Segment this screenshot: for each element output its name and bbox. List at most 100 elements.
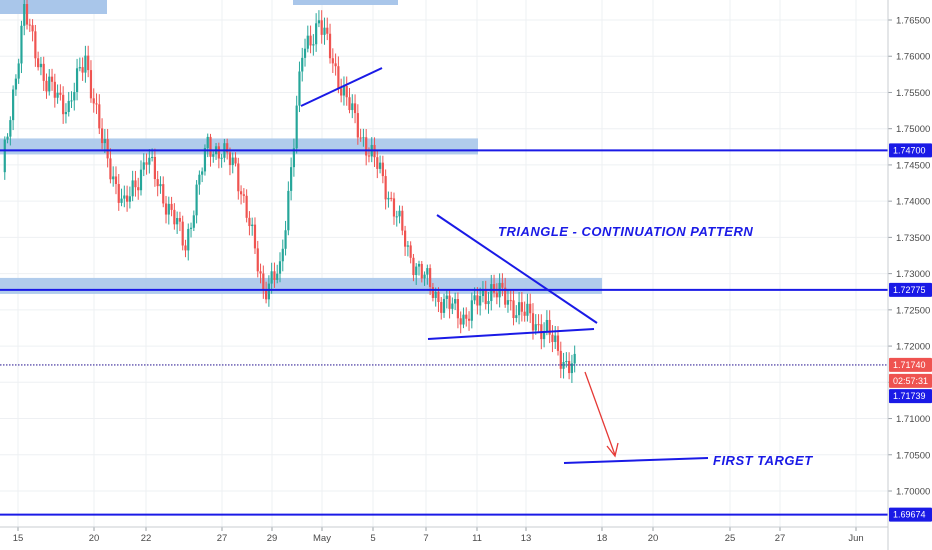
candle	[270, 262, 273, 294]
candle	[562, 352, 565, 379]
candle-body	[384, 176, 387, 200]
candle	[100, 118, 104, 150]
candle-body	[209, 136, 212, 157]
candle-body	[334, 63, 337, 67]
candle	[203, 144, 207, 176]
candle	[251, 217, 254, 236]
candle-body	[448, 295, 451, 309]
candle	[573, 345, 576, 373]
candle-body	[226, 143, 229, 153]
candle-body	[328, 33, 332, 59]
candle	[234, 152, 237, 167]
candle	[534, 314, 537, 335]
candle-body	[137, 187, 140, 191]
y-tick-label: 1.76500	[896, 16, 930, 27]
candle	[476, 287, 479, 315]
time-axis[interactable]: 15 20 22 27 29 May 5 7 11 13 18 20 25 27 Jun	[0, 526, 888, 544]
candle	[126, 185, 129, 212]
candle	[570, 354, 573, 383]
candle	[167, 196, 170, 225]
candle	[195, 180, 198, 224]
candle-body	[287, 190, 290, 231]
candle-body	[192, 215, 195, 228]
candle	[25, 0, 29, 30]
price-axis[interactable]: 1.76500 1.76000 1.75500 1.75000 1.74500 1.740…	[887, 0, 930, 550]
candle	[359, 128, 362, 142]
target-line	[563, 457, 709, 464]
candle	[217, 142, 220, 169]
candle-body	[28, 24, 31, 26]
candle	[490, 274, 493, 311]
price-zone-top	[293, 0, 398, 5]
candle	[78, 57, 81, 72]
candle-body	[198, 174, 201, 185]
y-tick-label: 1.75500	[896, 88, 930, 99]
plot-area	[0, 0, 888, 527]
candle-body	[481, 289, 485, 297]
candle	[317, 10, 321, 28]
candle	[376, 149, 379, 179]
candle	[153, 148, 156, 187]
candle	[506, 290, 510, 313]
price-tag: 1.69674	[889, 507, 932, 522]
candle-body	[256, 248, 259, 272]
candle-body	[387, 197, 390, 200]
candle	[315, 13, 318, 52]
candle-body	[173, 209, 176, 225]
candle	[170, 196, 173, 217]
candle-body	[87, 55, 90, 71]
candle-body	[34, 31, 37, 59]
y-tick-label: 1.70000	[896, 487, 930, 498]
candle-body	[217, 146, 220, 159]
candle-body	[404, 230, 407, 247]
candle	[50, 68, 54, 91]
candle	[348, 87, 351, 114]
candle	[253, 217, 257, 254]
candle-body	[490, 284, 493, 302]
candle	[462, 307, 465, 329]
candle-body	[12, 89, 15, 121]
x-tick-label: 27	[217, 533, 228, 544]
candle	[62, 86, 65, 124]
candle	[139, 160, 143, 196]
candle-body	[201, 171, 204, 175]
candle	[198, 170, 201, 195]
candle	[184, 239, 187, 258]
candle	[292, 138, 295, 177]
trendline-small	[300, 67, 383, 107]
candle-body	[445, 295, 448, 299]
candle	[309, 25, 312, 54]
candle	[381, 155, 384, 184]
candle-body	[151, 156, 154, 158]
candle-body	[273, 271, 276, 280]
price-zone	[0, 138, 478, 155]
candle-body	[376, 157, 379, 169]
candle	[442, 293, 446, 318]
candle	[48, 69, 51, 96]
candle-body	[78, 67, 81, 69]
candle	[6, 133, 9, 144]
x-tick-label: 20	[648, 533, 659, 544]
candle-body	[315, 23, 318, 45]
candle	[559, 341, 562, 379]
candle-body	[48, 76, 51, 92]
candle-body	[362, 137, 365, 139]
candle-body	[42, 63, 45, 81]
candle-body	[242, 194, 245, 196]
candle-body	[284, 230, 287, 249]
horizontal-levels	[0, 149, 888, 516]
y-tick-label: 1.73500	[896, 233, 930, 244]
candle-body	[53, 81, 56, 98]
candle-body	[84, 55, 87, 73]
candle-body	[570, 363, 573, 374]
candle	[451, 297, 454, 315]
candle-body	[320, 20, 323, 35]
candle-body	[67, 100, 70, 113]
candle	[245, 189, 248, 223]
candle	[106, 128, 109, 168]
candle	[340, 78, 343, 103]
candle	[459, 311, 462, 334]
candle	[84, 45, 87, 83]
candle	[290, 157, 293, 201]
